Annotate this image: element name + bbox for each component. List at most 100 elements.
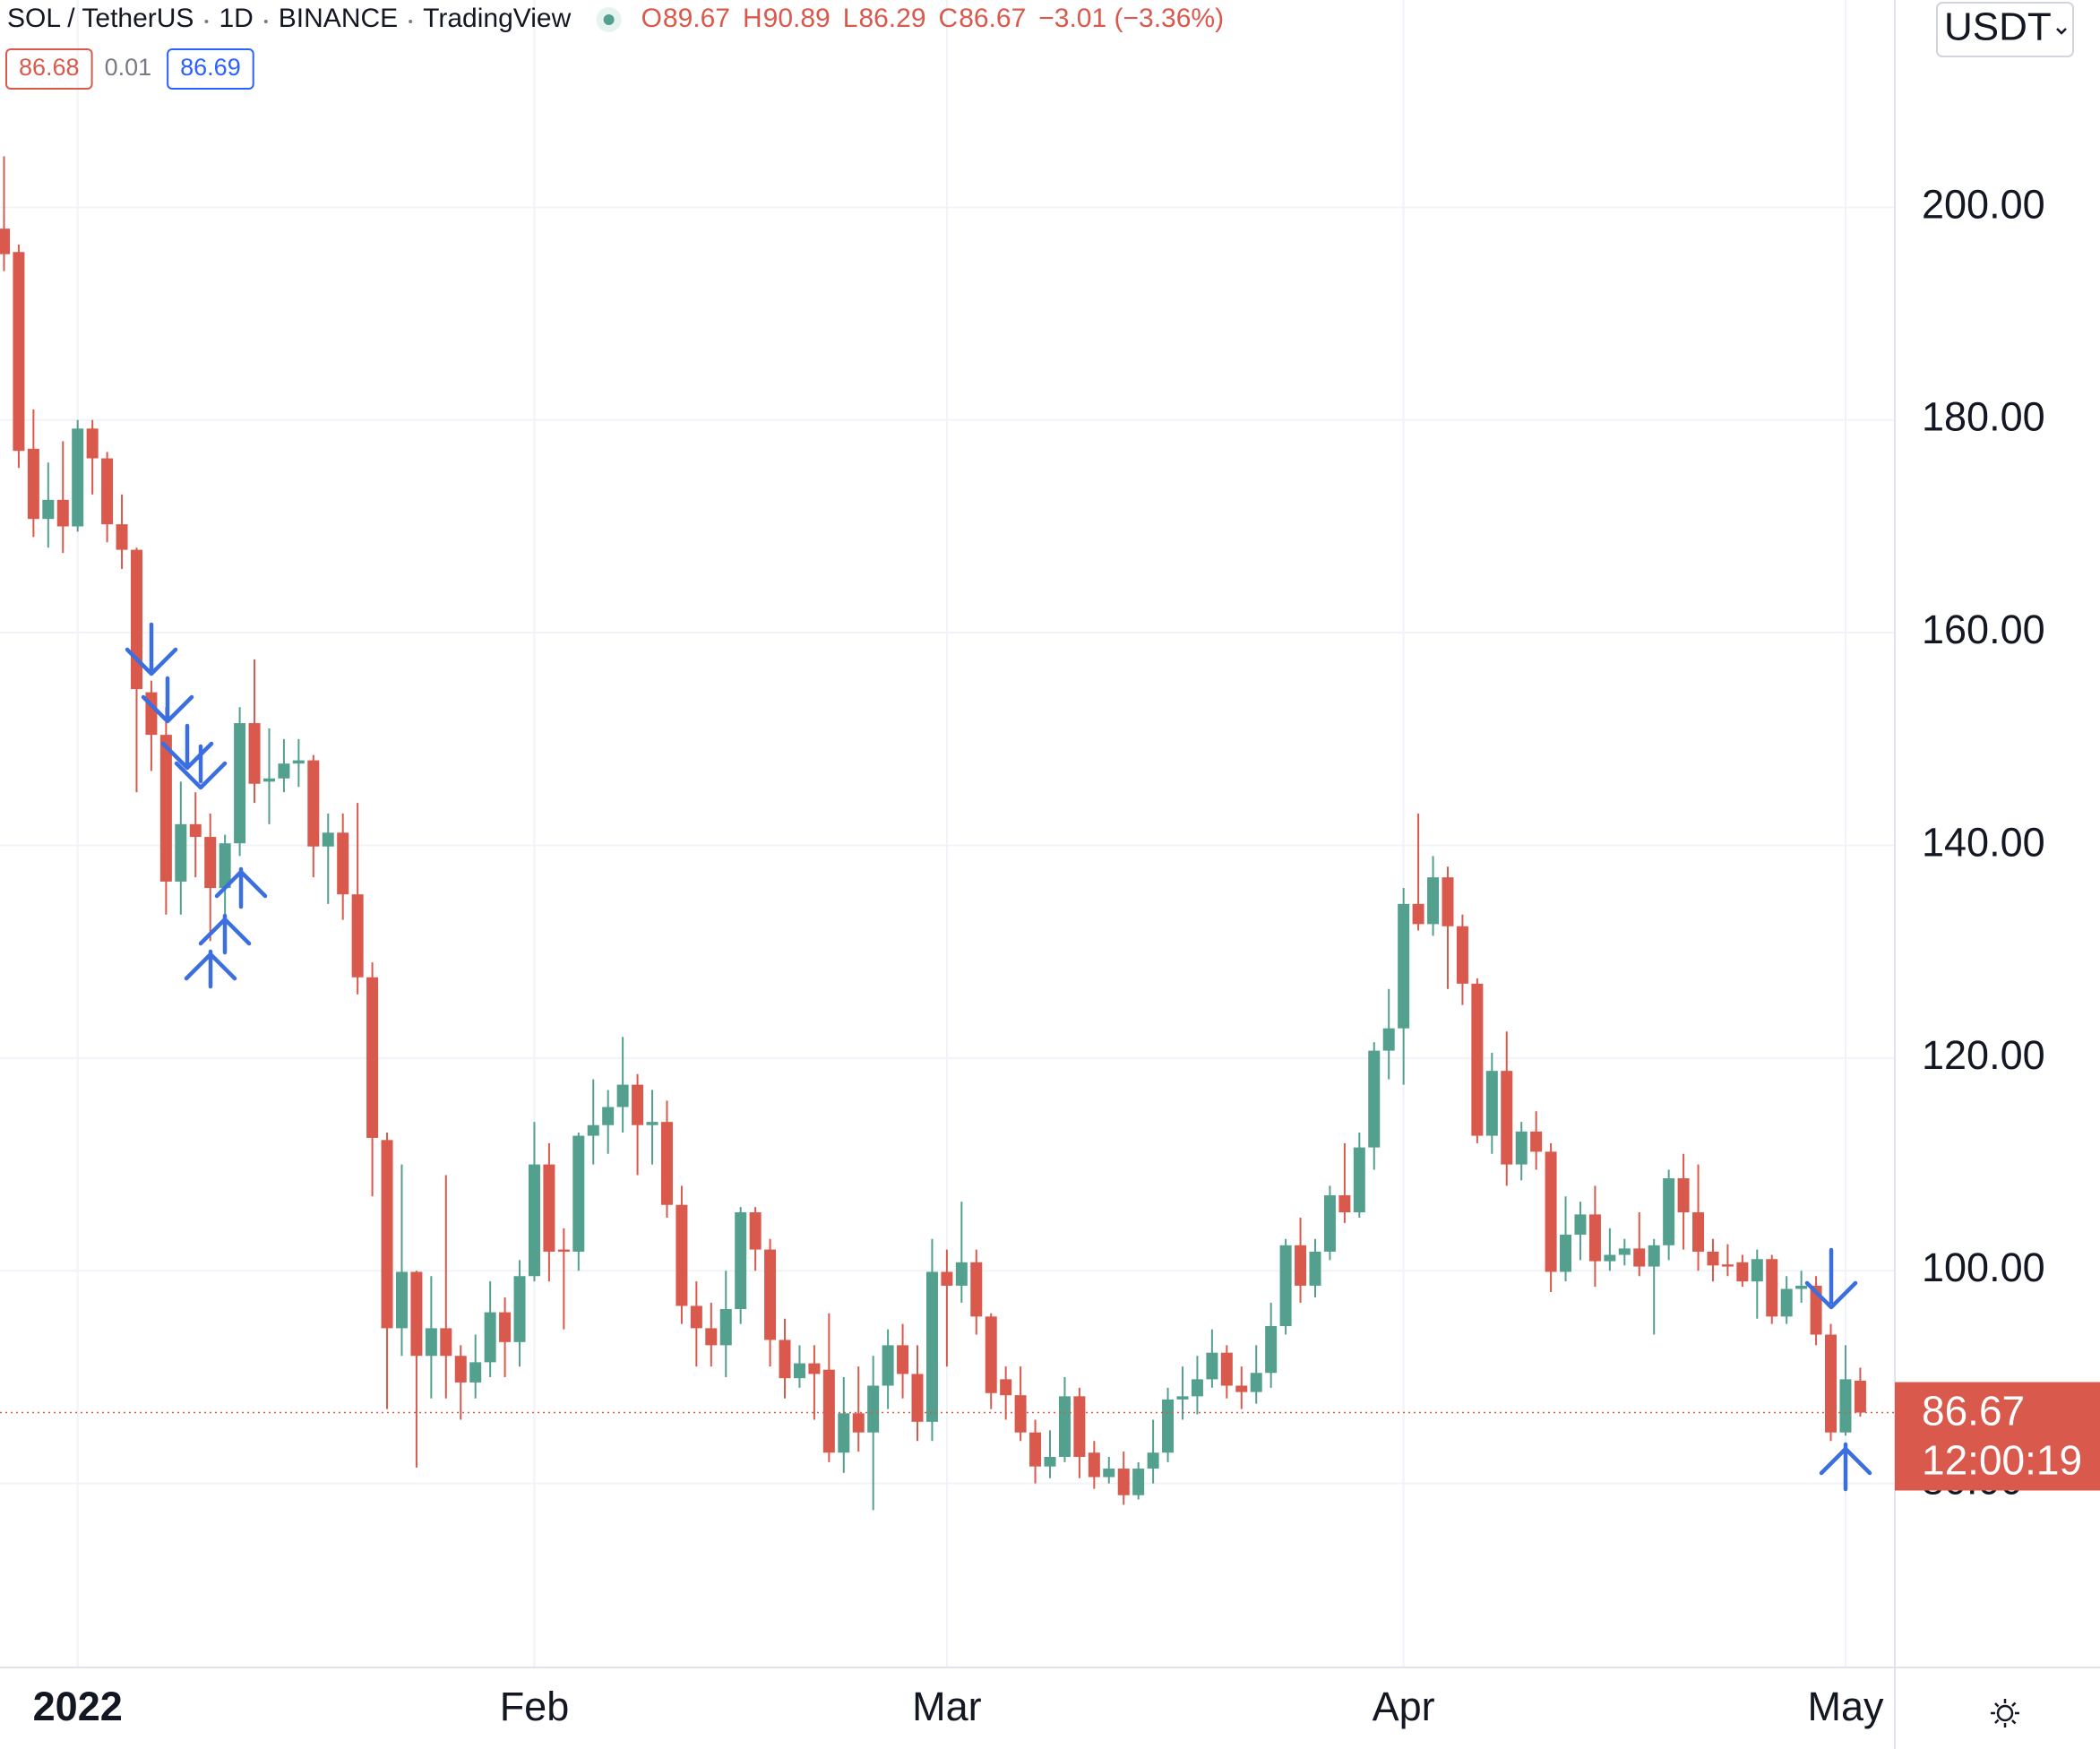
candle-body [1736, 1262, 1749, 1282]
candle-body [1353, 1147, 1365, 1213]
candle-body [248, 723, 261, 784]
header-text: BINANCE [279, 4, 398, 33]
status-dot [603, 14, 615, 25]
candle-body [1295, 1245, 1307, 1286]
candle-body [1412, 903, 1424, 925]
candle-body [1588, 1214, 1601, 1262]
candle-body [42, 499, 55, 520]
down-arrow [141, 676, 194, 724]
candle-body [1751, 1259, 1763, 1282]
y-tick-label: 180.00 [1922, 394, 2045, 440]
candle-body [616, 1084, 629, 1107]
candle-body [1618, 1248, 1631, 1255]
candle-body [602, 1107, 615, 1125]
candle-body [1604, 1254, 1616, 1262]
candle-body [1000, 1379, 1012, 1396]
candle-body [822, 1369, 835, 1453]
candle-body [337, 832, 349, 895]
candle-body [27, 448, 39, 520]
candle-body [234, 723, 246, 844]
quote-box [167, 48, 254, 90]
candle-body [307, 760, 320, 847]
candle-body [72, 428, 84, 527]
currency-button[interactable] [1936, 2, 2074, 57]
candle-body [1220, 1352, 1233, 1386]
candle-body [1323, 1195, 1336, 1252]
up-arrow [184, 949, 237, 989]
candle-body [808, 1363, 821, 1374]
arrow-annotations [125, 622, 1872, 1492]
candle-body [1398, 903, 1410, 1029]
candle-body [351, 894, 364, 978]
header-text: −3.01 (−3.36%) [1038, 4, 1224, 33]
candle-body [1309, 1251, 1321, 1286]
candle-body [867, 1385, 880, 1433]
x-tick-label: Apr [1373, 1684, 1435, 1729]
candle-body [1103, 1469, 1115, 1478]
down-arrow [174, 744, 228, 790]
candle-body [1044, 1457, 1056, 1467]
candle-body [130, 549, 142, 690]
candle-body [1073, 1396, 1086, 1458]
candle-body [1058, 1396, 1071, 1458]
candle-body [1147, 1452, 1159, 1469]
candle-body [1677, 1178, 1690, 1213]
candle-body [278, 763, 290, 779]
candle-body [543, 1164, 555, 1252]
countdown-label: 12:00:19 [1922, 1437, 2082, 1484]
candle-body [499, 1312, 512, 1342]
header-text: 86.67 [959, 4, 1026, 33]
candle-body [1176, 1396, 1189, 1400]
y-tick-label: 160.00 [1922, 607, 2045, 652]
candle-body [1574, 1214, 1587, 1235]
down-arrow [1804, 1247, 1858, 1310]
currency-label[interactable]: USDT [1944, 5, 2052, 49]
y-tick-label: 120.00 [1922, 1032, 2045, 1078]
header-text: O [641, 4, 662, 33]
candle-body [557, 1249, 570, 1252]
candle-body [322, 832, 334, 847]
settings-icon[interactable] [1991, 1699, 2019, 1727]
candle-body [705, 1328, 718, 1346]
candle-body [86, 428, 99, 459]
candle-body [13, 252, 25, 452]
header: SOL / TetherUS 1D BINANCE TradingView O 89.67… [7, 4, 1224, 33]
candle-body [911, 1374, 924, 1422]
header-text: C [939, 4, 959, 33]
candle-body [897, 1345, 909, 1374]
candle-body [469, 1362, 482, 1383]
grid [0, 0, 1895, 1667]
candle-body [1663, 1178, 1675, 1245]
candle-body [793, 1363, 805, 1379]
header-text: H [743, 4, 762, 33]
currency-caret[interactable] [2056, 28, 2067, 35]
candle-body [381, 1140, 393, 1329]
separator [409, 20, 413, 23]
candle-body [779, 1340, 791, 1379]
candle-body [1368, 1050, 1381, 1148]
last-price-label: 86.67 [1922, 1388, 2025, 1435]
candle-body [1707, 1251, 1719, 1266]
candle-body [1780, 1288, 1793, 1317]
candle-body [1545, 1151, 1557, 1272]
candle-body [970, 1262, 983, 1317]
candle-body [1382, 1028, 1395, 1051]
candle-body [572, 1135, 585, 1252]
candle-body [189, 823, 202, 838]
candle-body [1265, 1326, 1278, 1374]
candles [0, 156, 1866, 1511]
candle-body [660, 1122, 673, 1205]
candle-body [1766, 1259, 1778, 1317]
up-arrow [214, 866, 268, 909]
header-text: 90.89 [763, 4, 831, 33]
candle-body [1088, 1452, 1100, 1478]
candle-body [454, 1356, 467, 1383]
quote-value: 0.01 [105, 54, 152, 81]
candle-body [1648, 1245, 1660, 1267]
quote-box [5, 48, 93, 90]
candle-body [56, 499, 69, 527]
candle-body [1810, 1285, 1822, 1335]
candle-body [1162, 1399, 1175, 1453]
candle-body [764, 1249, 777, 1340]
last-price-tag [1895, 1382, 2100, 1491]
